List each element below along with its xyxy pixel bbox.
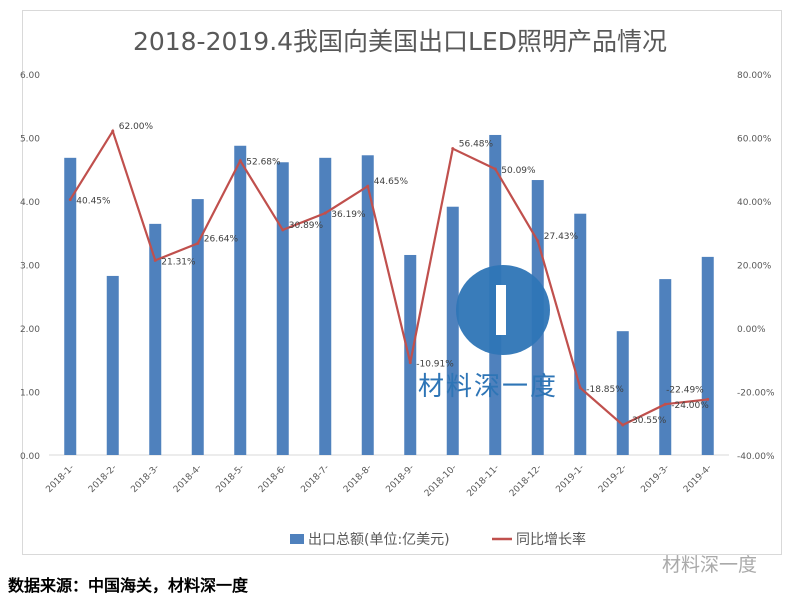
bar <box>276 162 289 455</box>
growth-data-label: -24.00% <box>671 401 709 411</box>
y-left-tick-label: 3.00 <box>20 262 40 272</box>
bar <box>659 279 672 455</box>
y-right-tick-label: -40.00% <box>737 452 775 462</box>
source-note: 数据来源：中国海关，材料深一度 <box>8 576 249 595</box>
growth-point <box>68 198 72 202</box>
chart-svg: 0.00 1.00 2.00 3.00 4.00 5.00 6.00 -40.00% -20.0… <box>20 71 775 548</box>
growth-data-label: -18.85% <box>586 385 624 395</box>
growth-line <box>69 128 708 427</box>
x-tick-label: 2018-1- <box>44 463 76 495</box>
growth-data-label: -30.55% <box>629 416 667 426</box>
x-tick-label: 2018-3- <box>129 463 161 495</box>
growth-data-label: -22.49% <box>666 385 704 395</box>
growth-data-label: 21.31% <box>161 257 196 267</box>
bar <box>149 223 162 455</box>
bar <box>701 256 714 455</box>
growth-data-label: 26.64% <box>204 234 239 244</box>
y-left-tick-label: 0.00 <box>20 452 40 462</box>
y-left-tick-label: 5.00 <box>20 135 40 145</box>
growth-data-label: 62.00% <box>119 122 154 132</box>
growth-data-label: 52.68% <box>246 158 281 168</box>
y-right-tick-label: -20.00% <box>737 389 775 399</box>
growth-data-label: 36.19% <box>331 210 366 220</box>
y-left-tick-label: 6.00 <box>20 71 40 81</box>
legend-swatch-bar <box>290 534 304 544</box>
x-tick-label: 2018-5- <box>214 463 246 495</box>
growth-point <box>281 228 285 232</box>
bar <box>446 206 459 455</box>
y-left-tick-label: 4.00 <box>20 198 40 208</box>
growth-point <box>493 167 497 171</box>
x-tick-label: 2018-4- <box>172 463 204 495</box>
x-tick-label: 2018-10- <box>423 463 459 499</box>
growth-point <box>323 211 327 215</box>
bar <box>106 275 119 455</box>
y-left-tick-label: 2.00 <box>20 325 40 335</box>
growth-point <box>536 239 540 243</box>
y-right-tick-label: 40.00% <box>737 198 772 208</box>
growth-data-label: -10.91% <box>416 360 454 370</box>
growth-point <box>408 361 412 365</box>
growth-point <box>451 147 455 151</box>
chart-title: 2018-2019.4我国向美国出口LED照明产品情况 <box>132 27 668 56</box>
chart-frame <box>22 10 782 555</box>
growth-point <box>621 423 625 427</box>
wechat-watermark: 材料深一度 <box>662 554 758 576</box>
growth-point <box>366 184 370 188</box>
y-right-tick-label: 20.00% <box>737 262 772 272</box>
bar <box>234 145 247 455</box>
growth-point <box>706 397 710 401</box>
logo-mark <box>496 285 506 335</box>
growth-point <box>111 129 115 133</box>
x-tick-label: 2018-7- <box>299 463 331 495</box>
y-right-tick-label: 60.00% <box>737 135 772 145</box>
growth-point <box>663 402 667 406</box>
growth-data-label: 30.89% <box>289 221 324 231</box>
x-tick-label: 2018-11- <box>465 463 501 499</box>
bar <box>404 254 417 455</box>
logo-watermark: 材料深一度 <box>418 372 559 402</box>
x-tick-label: 2019-3- <box>639 463 671 495</box>
growth-data-label: 56.48% <box>459 140 494 150</box>
y-left-tick-label: 1.00 <box>20 389 40 399</box>
legend-label-line: 同比增长率 <box>516 531 586 548</box>
growth-data-label: 50.09% <box>501 166 536 176</box>
bar <box>191 199 204 455</box>
y-right-tick-label: 80.00% <box>737 71 772 81</box>
growth-data-label: 27.43% <box>544 232 579 242</box>
growth-point <box>153 258 157 262</box>
x-tick-label: 2018-9- <box>384 463 416 495</box>
growth-point <box>578 386 582 390</box>
x-tick-label: 2019-4- <box>682 463 714 495</box>
x-tick-label: 2018-2- <box>87 463 119 495</box>
growth-point <box>196 241 200 245</box>
x-tick-label: 2019-2- <box>597 463 629 495</box>
bar <box>574 213 587 455</box>
growth-data-label: 40.45% <box>76 197 111 207</box>
bar <box>319 157 332 455</box>
legend-label-bar: 出口总额(单位:亿美元) <box>308 532 450 548</box>
x-tick-label: 2018-12- <box>508 463 544 499</box>
x-tick-label: 2018-8- <box>342 463 374 495</box>
x-tick-label: 2019-1- <box>554 463 586 495</box>
growth-data-label: 44.65% <box>374 177 409 187</box>
growth-point <box>238 159 242 163</box>
x-tick-label: 2018-6- <box>257 463 289 495</box>
y-right-tick-label: 0.00% <box>737 325 766 335</box>
bar <box>361 155 374 455</box>
bar <box>64 157 77 455</box>
